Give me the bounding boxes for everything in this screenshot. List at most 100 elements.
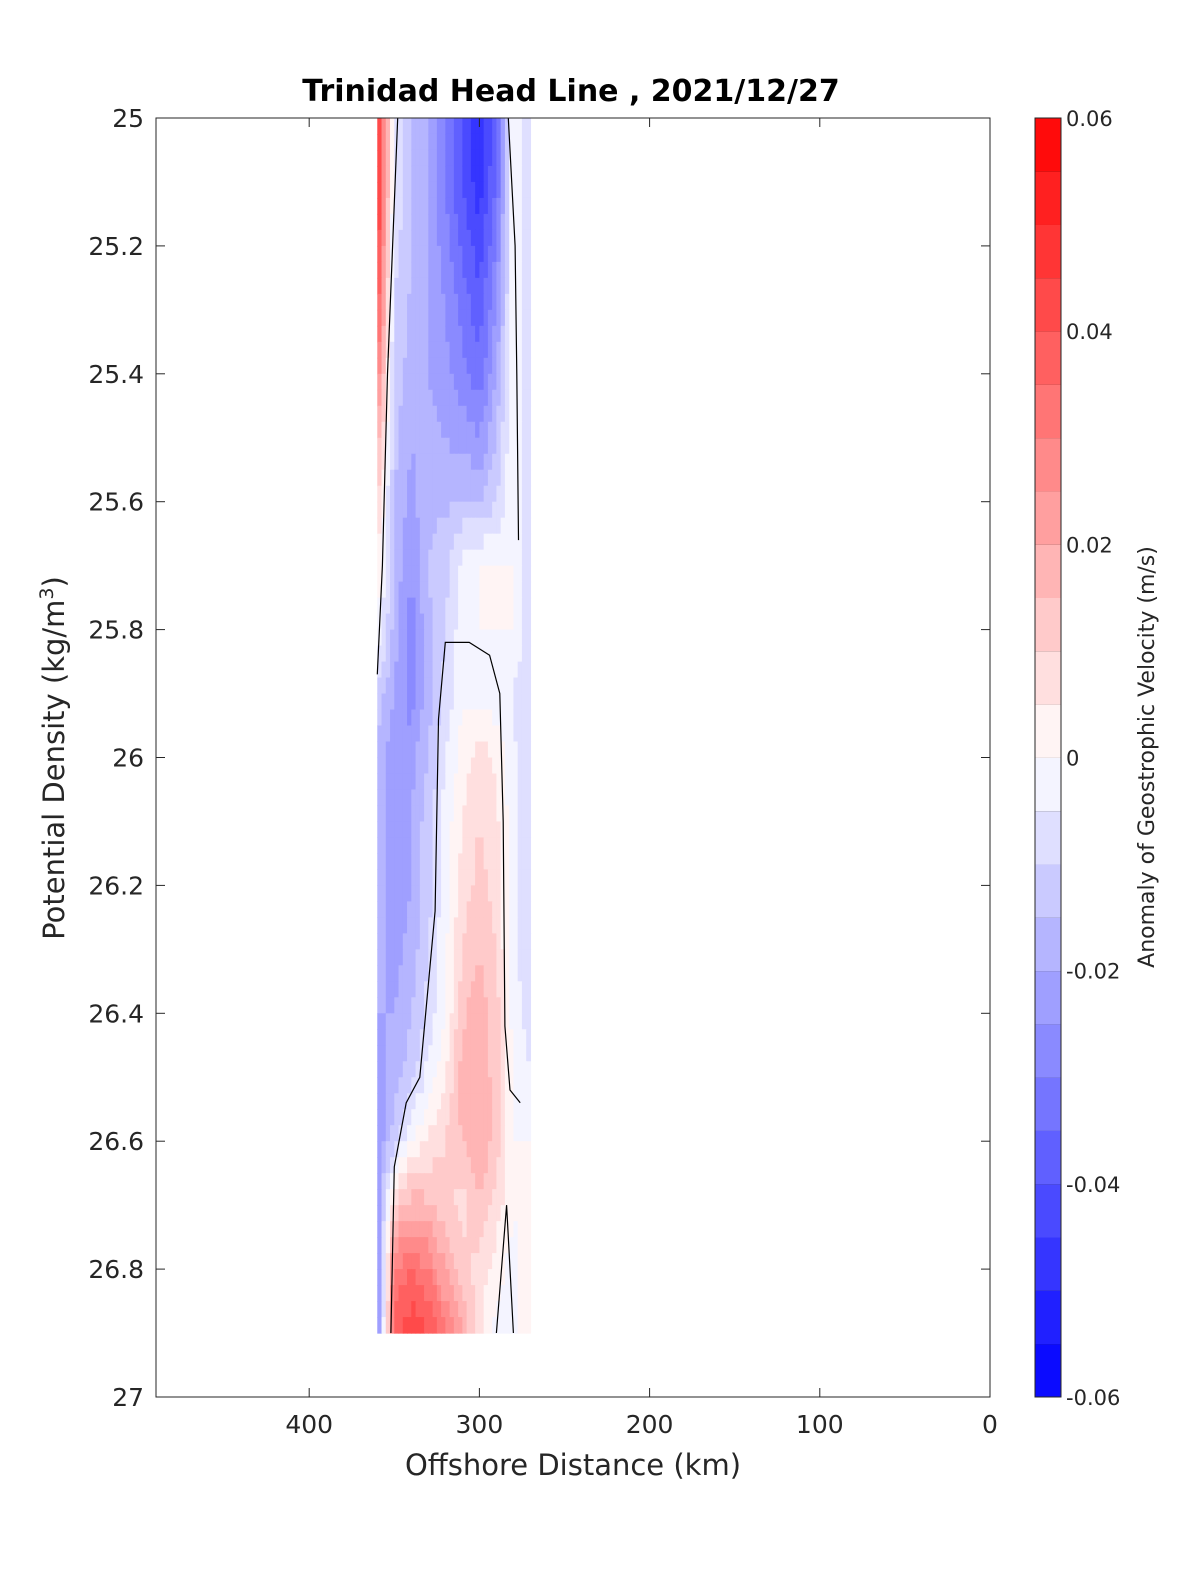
heatmap-cell bbox=[496, 357, 502, 375]
heatmap-cell bbox=[432, 613, 438, 631]
heatmap-cell bbox=[449, 1285, 455, 1302]
heatmap-cell bbox=[521, 517, 527, 535]
heatmap-cell bbox=[411, 277, 417, 295]
heatmap-cell bbox=[445, 389, 451, 407]
heatmap-cell bbox=[492, 773, 498, 791]
heatmap-cell bbox=[424, 949, 429, 966]
heatmap-cell bbox=[470, 741, 476, 759]
heatmap-cell bbox=[504, 1141, 510, 1158]
heatmap-cell bbox=[428, 293, 434, 311]
heatmap-cell bbox=[407, 213, 412, 231]
heatmap-cell bbox=[500, 741, 506, 759]
heatmap-cell bbox=[470, 325, 476, 343]
heatmap-cell bbox=[458, 1269, 463, 1286]
heatmap-cell bbox=[381, 965, 387, 982]
heatmap-cell bbox=[445, 293, 451, 311]
zero-contours bbox=[376, 118, 521, 1334]
heatmap-cell bbox=[385, 581, 391, 599]
heatmap-cell bbox=[381, 805, 387, 823]
heatmap-cell bbox=[436, 917, 442, 934]
heatmap-cell bbox=[504, 773, 510, 791]
heatmap-cell bbox=[428, 933, 434, 950]
heatmap-cell bbox=[436, 1317, 442, 1334]
heatmap-cell bbox=[466, 1173, 472, 1190]
heatmap-cell bbox=[458, 213, 463, 231]
heatmap-cell bbox=[441, 565, 446, 583]
heatmap-cell bbox=[436, 357, 442, 375]
heatmap-cell bbox=[462, 965, 468, 982]
heatmap-cell bbox=[483, 661, 489, 679]
heatmap-cell bbox=[407, 373, 412, 391]
heatmap-cell bbox=[479, 453, 485, 471]
heatmap-cell bbox=[509, 277, 515, 295]
heatmap-cell bbox=[441, 149, 446, 167]
heatmap-cell bbox=[445, 1269, 451, 1286]
heatmap-cell bbox=[453, 1157, 459, 1174]
heatmap-cell bbox=[466, 901, 472, 918]
heatmap-cell bbox=[415, 757, 421, 775]
heatmap-cell bbox=[500, 885, 506, 902]
heatmap-cell bbox=[436, 661, 442, 679]
heatmap-cell bbox=[419, 181, 425, 199]
heatmap-cell bbox=[407, 837, 412, 855]
heatmap-cell bbox=[513, 773, 519, 791]
heatmap-cell bbox=[462, 1317, 468, 1334]
heatmap-cell bbox=[428, 1285, 434, 1302]
heatmap-cell bbox=[509, 149, 515, 167]
heatmap-cell bbox=[445, 709, 451, 727]
contour-line bbox=[390, 641, 521, 1334]
heatmap-cell bbox=[492, 149, 498, 167]
heatmap-cell bbox=[496, 789, 502, 807]
heatmap-cell bbox=[449, 549, 455, 567]
heatmap-cell bbox=[394, 1141, 400, 1158]
heatmap-cell bbox=[462, 613, 468, 631]
heatmap-cell bbox=[492, 709, 498, 727]
heatmap-cell bbox=[496, 677, 502, 695]
heatmap-cell bbox=[441, 261, 446, 279]
heatmap-cell bbox=[513, 421, 519, 439]
heatmap-cell bbox=[398, 997, 404, 1014]
heatmap-cell bbox=[483, 1173, 489, 1190]
heatmap-cell bbox=[432, 997, 438, 1014]
heatmap-cell bbox=[466, 709, 472, 727]
heatmap-cell bbox=[377, 597, 383, 615]
heatmap-cell bbox=[466, 469, 472, 487]
heatmap-cell bbox=[521, 949, 527, 966]
heatmap-cell bbox=[449, 517, 455, 535]
heatmap-cell bbox=[394, 901, 400, 918]
heatmap-cell bbox=[436, 789, 442, 807]
heatmap-cell bbox=[521, 213, 527, 231]
heatmap-cell bbox=[487, 1285, 493, 1302]
heatmap-cell bbox=[479, 965, 485, 982]
heatmap-cell bbox=[504, 309, 510, 327]
heatmap-cell bbox=[445, 277, 451, 295]
heatmap-cell bbox=[458, 1221, 463, 1238]
heatmap-cell bbox=[462, 741, 468, 759]
heatmap-cell bbox=[390, 325, 395, 343]
heatmap-cell bbox=[415, 965, 421, 982]
heatmap-cell bbox=[419, 1061, 425, 1078]
heatmap-cell bbox=[402, 981, 408, 998]
heatmap-cell bbox=[492, 821, 498, 839]
heatmap-cell bbox=[517, 133, 523, 151]
heatmap-cell bbox=[432, 357, 438, 375]
heatmap-cell bbox=[419, 437, 425, 455]
heatmap-cell bbox=[377, 997, 383, 1014]
heatmap-cell bbox=[432, 517, 438, 535]
heatmap-cell bbox=[441, 613, 446, 631]
heatmap-cell bbox=[483, 997, 489, 1014]
heatmap-cell bbox=[521, 997, 527, 1014]
heatmap-cell bbox=[521, 165, 527, 183]
heatmap-cell bbox=[462, 645, 468, 663]
heatmap-cell bbox=[428, 1221, 434, 1238]
heatmap-cell bbox=[436, 1157, 442, 1174]
heatmap-cell bbox=[402, 277, 408, 295]
heatmap-cell bbox=[521, 1141, 527, 1158]
heatmap-cell bbox=[487, 341, 493, 359]
heatmap-cell bbox=[441, 357, 446, 375]
heatmap-cell bbox=[424, 981, 429, 998]
heatmap-cell bbox=[377, 437, 383, 455]
heatmap-cell bbox=[466, 133, 472, 151]
heatmap-cell bbox=[449, 133, 455, 151]
heatmap-cell bbox=[411, 677, 417, 695]
